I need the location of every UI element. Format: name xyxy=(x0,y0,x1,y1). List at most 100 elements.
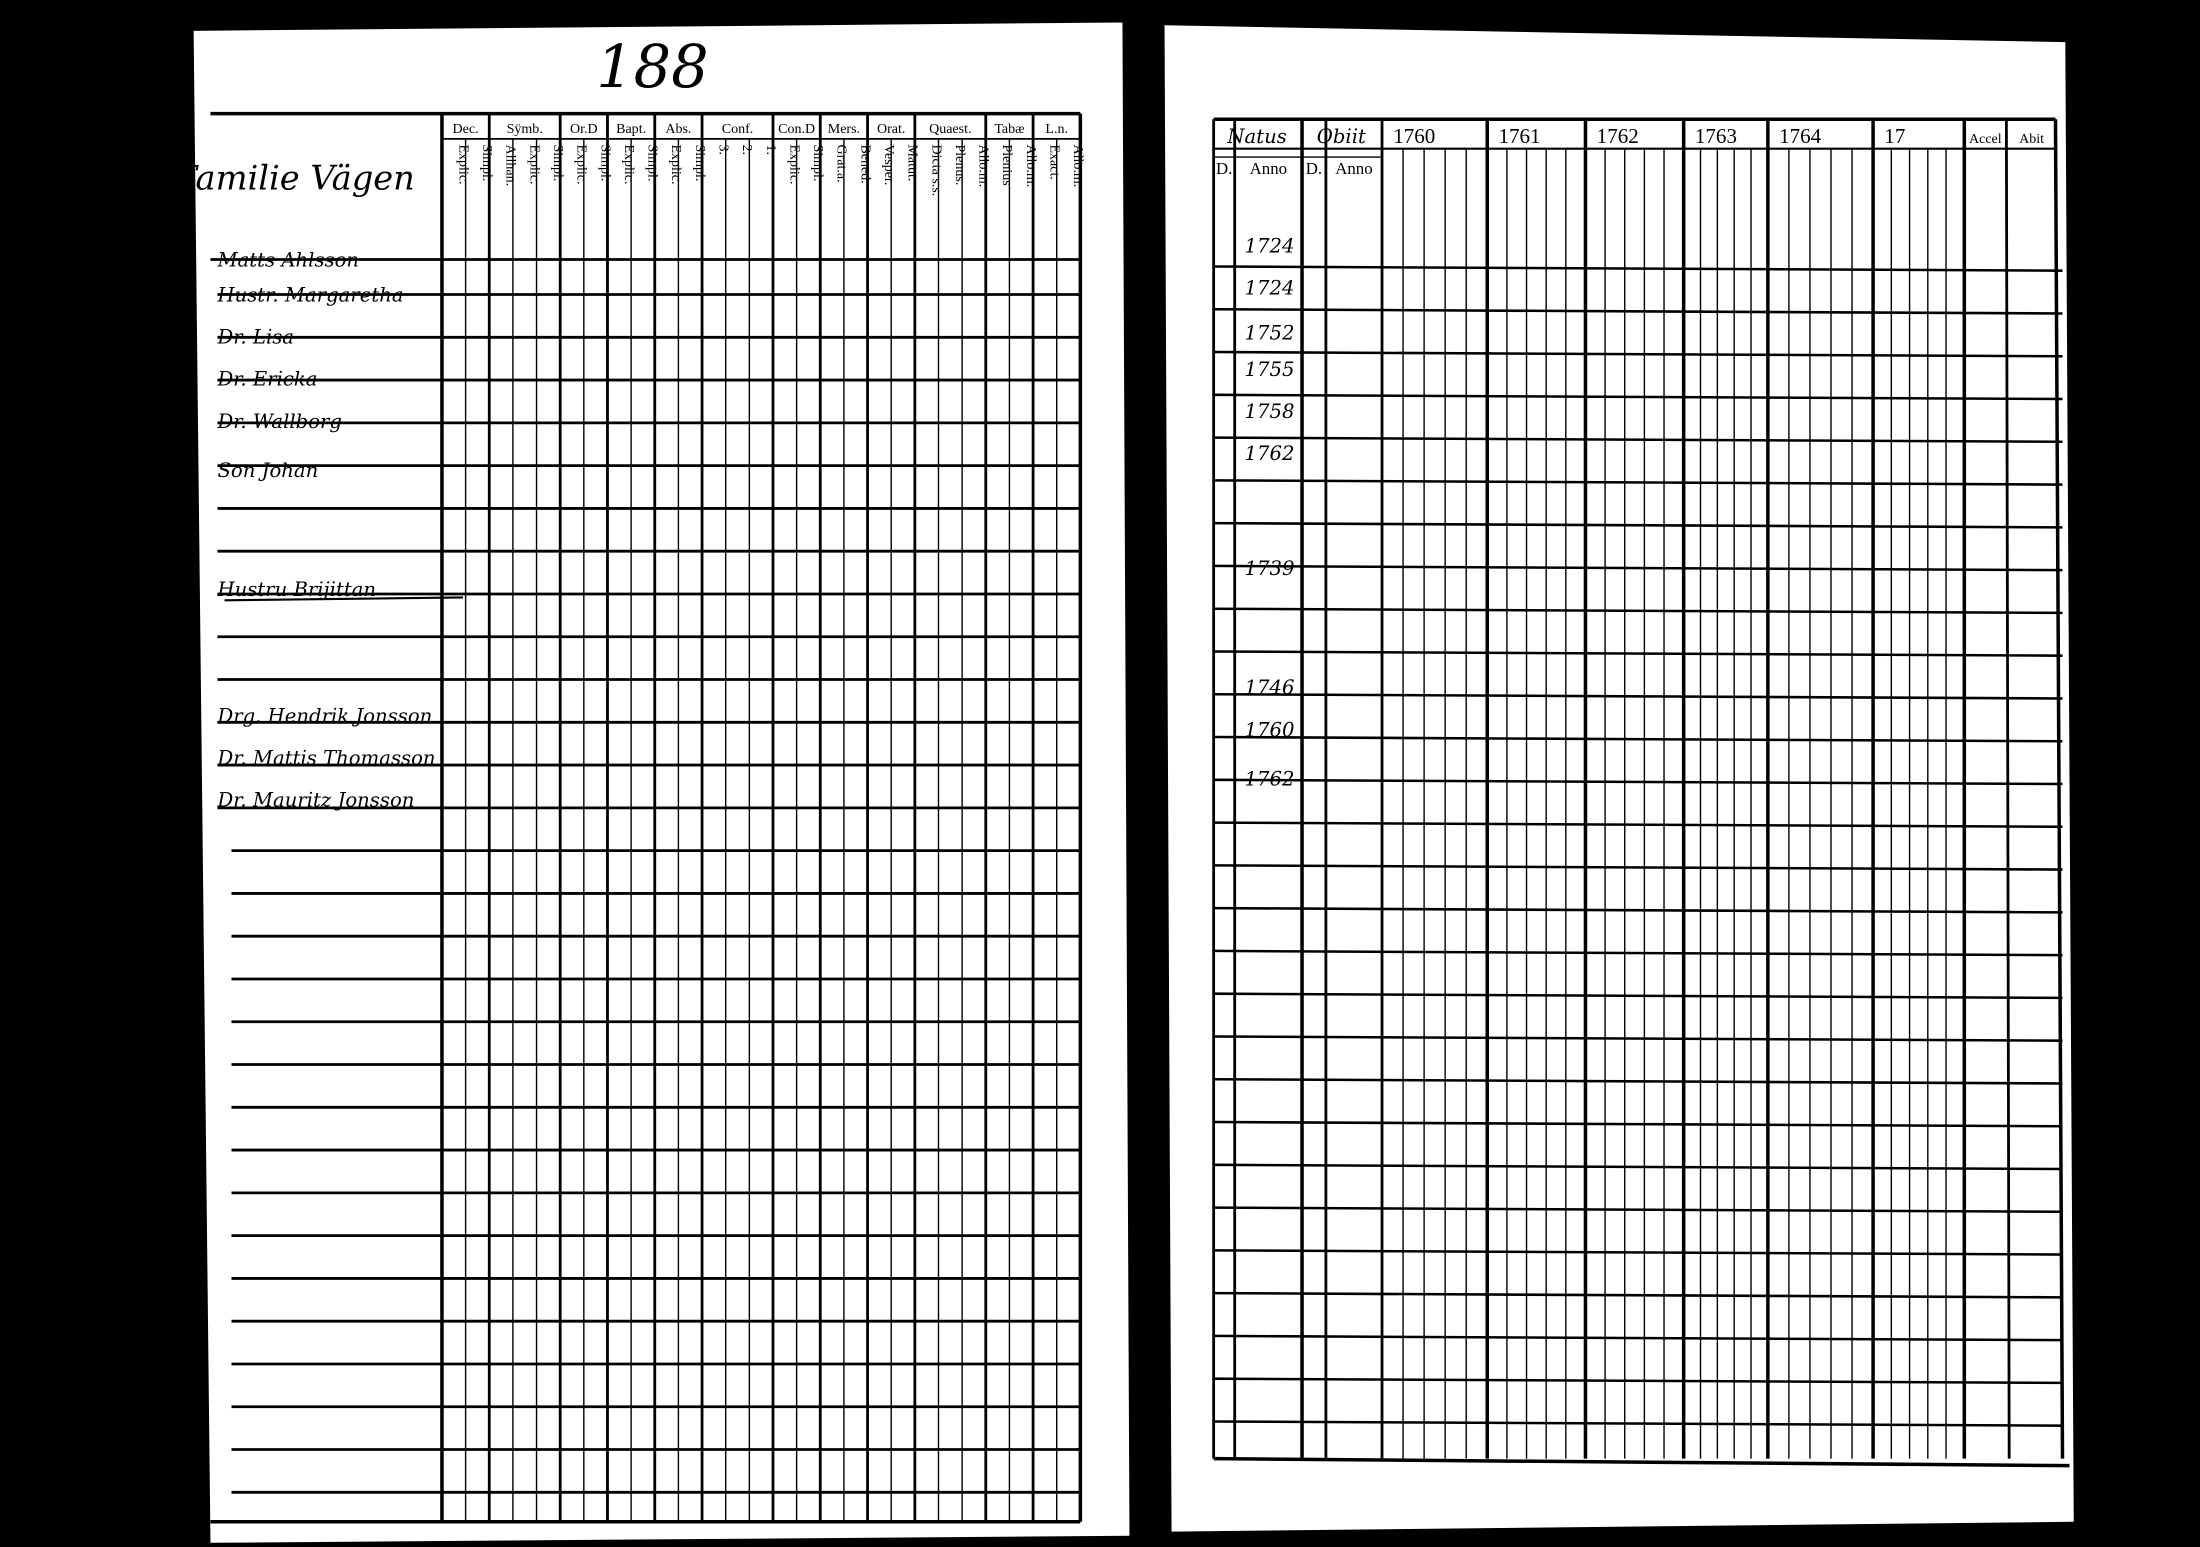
rule xyxy=(1213,521,2063,529)
column-subheader: Bened. xyxy=(857,144,872,183)
year-header: 17 xyxy=(1884,124,1905,148)
column-subheader: Simpl. xyxy=(692,144,707,181)
birth-year: 1739 xyxy=(1245,557,1295,580)
resident-name: Matts Ahlsson xyxy=(216,248,359,271)
year-header: 1762 xyxy=(1597,124,1639,148)
column-header: Sÿmb. xyxy=(507,122,543,137)
rule xyxy=(1213,778,2063,786)
column-subheader: Allo.m. xyxy=(976,144,991,187)
column-subheader: Allo.m. xyxy=(1023,144,1038,187)
tables: Dec. Explic. Simpl. Sÿmb. Allhan. Explic. Simp… xyxy=(210,111,2070,1524)
column-subheader: Explic. xyxy=(668,144,683,184)
column-header: Abs. xyxy=(665,122,691,137)
column-subheader: Grat.a. xyxy=(834,144,849,182)
rule xyxy=(1213,350,2063,358)
year-header: 1760 xyxy=(1393,124,1435,148)
resident-name: Dr. Wallborg xyxy=(216,410,342,433)
left-page xyxy=(193,22,1130,1543)
rule xyxy=(1213,821,2063,829)
right-page xyxy=(1164,25,2074,1532)
column-subheader: Dicta s.s. xyxy=(928,144,943,196)
rule xyxy=(1213,607,2063,615)
year-header: 1764 xyxy=(1779,124,1822,148)
birth-year: 1755 xyxy=(1245,358,1295,381)
rule xyxy=(224,596,464,602)
rule xyxy=(1213,1077,2063,1085)
column-subheader: Simpl. xyxy=(597,144,612,181)
column-subheader: Explic. xyxy=(455,144,470,184)
rule xyxy=(1213,1420,2063,1427)
column-header: Mers. xyxy=(828,122,860,137)
rule xyxy=(1213,650,2063,657)
birth-year: 1758 xyxy=(1245,400,1295,423)
rule xyxy=(1213,692,2063,700)
rule xyxy=(1213,436,2063,444)
column-subheader: 1. xyxy=(763,144,778,155)
column-subheader: Explic. xyxy=(574,144,589,184)
column-subheader: Explic. xyxy=(786,144,801,184)
place-name: Familie Vägen xyxy=(173,158,414,197)
birth-year: 1760 xyxy=(1245,718,1295,741)
column-header: Conf. xyxy=(722,122,754,137)
column-header: Orat. xyxy=(877,122,905,137)
rule xyxy=(1213,564,2063,572)
column-subheader: 2. xyxy=(739,144,754,155)
rule xyxy=(1213,393,2063,401)
sub-header: Anno xyxy=(1250,159,1287,178)
rule xyxy=(2053,119,2065,1459)
rule xyxy=(2004,119,2011,1459)
rule xyxy=(1213,1456,2070,1468)
column-subheader: Plenius xyxy=(999,144,1014,185)
rule xyxy=(1213,1249,2063,1256)
rule xyxy=(1213,479,2063,486)
rule xyxy=(1213,735,2063,743)
column-header: Or.D xyxy=(570,122,598,137)
column-header: Tabæ xyxy=(994,122,1024,137)
sub-header: D. xyxy=(1306,159,1322,178)
year-header: 1763 xyxy=(1695,124,1737,148)
column-header: Quaest. xyxy=(929,122,971,137)
column-subheader: Simpl. xyxy=(645,144,660,181)
birth-year: 1746 xyxy=(1245,676,1295,699)
year-header: 1761 xyxy=(1498,124,1540,148)
resident-name: Drg. Hendrik Jonsson xyxy=(216,704,432,727)
birth-year: 1724 xyxy=(1245,234,1295,257)
column-header: Bapt. xyxy=(616,122,646,137)
birth-year: 1752 xyxy=(1245,321,1295,344)
rule xyxy=(1213,265,2063,272)
column-subheader: Explic. xyxy=(621,144,636,184)
birth-year: 1762 xyxy=(1245,442,1295,465)
column-subheader: Plenus. xyxy=(952,144,967,185)
resident-name: Dr. Lisa xyxy=(216,326,294,349)
birth-year: 1762 xyxy=(1245,767,1295,790)
resident-name: Son Johan xyxy=(217,459,318,482)
birth-year: 1724 xyxy=(1245,277,1295,300)
rule xyxy=(1213,1035,2063,1042)
column-subheader: Exact. xyxy=(1047,144,1062,179)
column-subheader: Simpl. xyxy=(810,144,825,181)
obiit-header: Obiit xyxy=(1317,125,1366,148)
column-subheader: Simpl. xyxy=(479,144,494,181)
column-subheader: Explic. xyxy=(526,144,541,184)
page-number: 188 xyxy=(596,32,708,101)
accel-header: Accel xyxy=(1969,132,2002,147)
column-header: Con.D xyxy=(778,122,815,137)
resident-name: Hustru Brijittan xyxy=(216,578,376,601)
column-header: L.n. xyxy=(1045,122,1068,137)
sub-header: D. xyxy=(1216,159,1232,178)
natus-header: Natus xyxy=(1226,125,1286,148)
rule xyxy=(1213,992,2063,1000)
resident-name: Dr. Mattis Thomasson xyxy=(216,746,435,769)
column-subheader: Simpl. xyxy=(550,144,565,181)
abit-header: Abit xyxy=(2019,132,2044,147)
column-subheader: Allo.m. xyxy=(1070,144,1085,187)
rule xyxy=(1213,1291,2063,1299)
rule xyxy=(1213,1206,2063,1214)
rule xyxy=(1213,906,2063,914)
column-subheader: Vesper. xyxy=(881,144,896,185)
resident-name: Hustr. Margaretha xyxy=(216,284,403,307)
rule xyxy=(1213,1120,2063,1128)
resident-name: Dr. Ericka xyxy=(216,368,317,391)
